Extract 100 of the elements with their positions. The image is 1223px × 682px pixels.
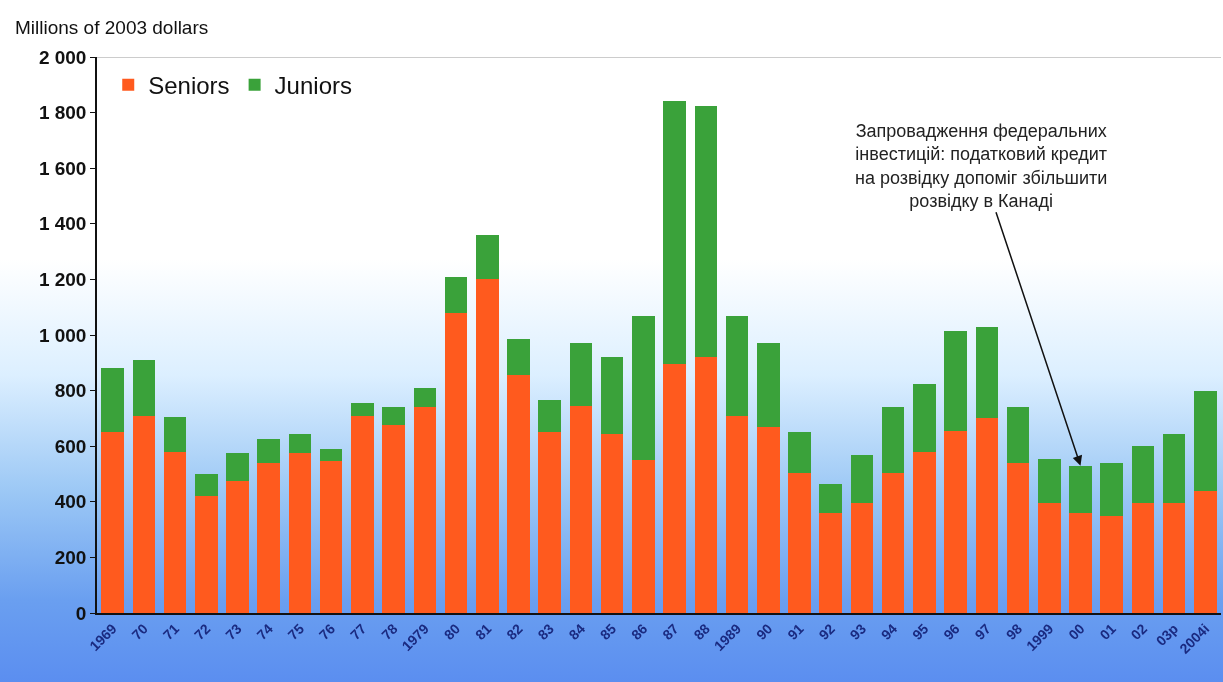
bar — [288, 453, 312, 613]
bar — [382, 425, 405, 613]
bar — [881, 472, 905, 613]
annotation: Запровадження федеральних інвестицій: податковий кредит на розвідку допоміг збільшити розвідку в Канаді — [855, 121, 1108, 212]
y-tick-label: 1 800 — [38, 102, 87, 124]
x-tick-label: 02 — [1127, 620, 1151, 643]
bar — [507, 375, 530, 613]
bar — [1194, 490, 1217, 613]
bar — [1069, 512, 1092, 613]
bar — [600, 433, 624, 613]
bar — [538, 432, 561, 613]
bar — [351, 403, 374, 416]
bar — [632, 315, 655, 461]
bar — [569, 343, 593, 406]
bar — [819, 483, 842, 513]
x-tick-label: 70 — [128, 620, 152, 643]
x-tick-label: 93 — [846, 620, 870, 643]
bar — [944, 330, 967, 431]
bar — [1162, 503, 1186, 613]
bar — [1038, 458, 1061, 504]
bar — [257, 462, 280, 613]
x-tick-label: 71 — [159, 620, 183, 643]
x-tick-label: 92 — [815, 620, 838, 643]
bar — [757, 343, 780, 427]
bar — [101, 368, 124, 433]
bar — [444, 312, 468, 613]
bar — [1131, 503, 1155, 613]
y-axis-title: Millions of 2003 dollars — [15, 17, 209, 38]
bar — [819, 512, 842, 613]
bar — [476, 234, 499, 280]
bar — [944, 430, 967, 613]
x-tick-label: 76 — [315, 620, 339, 643]
bar — [788, 472, 811, 613]
y-tick-label: 200 — [54, 547, 87, 569]
bar — [600, 357, 624, 434]
bar — [413, 387, 437, 408]
x-tick-label: 96 — [940, 620, 963, 643]
x-tick-label: 81 — [472, 620, 495, 643]
bar — [569, 405, 593, 613]
x-tick-label: 80 — [440, 620, 464, 643]
bar — [881, 407, 905, 473]
bar — [413, 407, 437, 613]
x-tick-label: 75 — [284, 620, 308, 643]
x-tick-label: 74 — [253, 620, 276, 643]
bar — [226, 480, 249, 613]
x-tick-label: 82 — [503, 620, 526, 643]
x-tick-label: 91 — [784, 620, 807, 643]
bar — [476, 279, 499, 613]
x-tick-label: 01 — [1096, 620, 1119, 643]
bar — [663, 101, 686, 365]
bar — [632, 460, 655, 613]
y-tick-label: 1 000 — [38, 324, 87, 346]
bar — [694, 357, 718, 613]
bar — [382, 407, 405, 426]
bar — [725, 415, 749, 613]
bar — [538, 400, 561, 433]
bar — [850, 454, 874, 504]
bar — [195, 496, 218, 613]
bar — [975, 418, 999, 613]
bar — [663, 364, 686, 613]
bar — [351, 415, 374, 613]
bar — [132, 360, 156, 416]
y-tick-label: 1 600 — [38, 157, 87, 179]
bar — [163, 417, 187, 452]
x-tick-label: 85 — [596, 620, 620, 643]
bar — [757, 426, 780, 613]
x-tick-label: 95 — [909, 620, 932, 643]
y-tick-label: 800 — [54, 380, 87, 402]
x-tick-label: 94 — [877, 620, 901, 643]
bar — [257, 439, 280, 463]
y-tick-label: 400 — [54, 491, 87, 513]
bar — [913, 451, 936, 613]
x-tick-label: 86 — [628, 620, 651, 643]
y-tick-label: 600 — [54, 435, 87, 457]
bar — [226, 453, 249, 481]
x-tick-label: 77 — [347, 620, 370, 643]
bar — [507, 339, 530, 376]
x-tick-label: 87 — [659, 620, 682, 643]
legend-label: Seniors — [148, 72, 230, 100]
bar — [788, 432, 811, 473]
bar — [195, 474, 218, 497]
x-tick-label: 83 — [534, 620, 557, 643]
x-tick-label: 00 — [1065, 620, 1088, 643]
bar — [1162, 433, 1186, 504]
bar — [319, 461, 343, 613]
bar — [1100, 462, 1123, 516]
bar — [1006, 462, 1030, 613]
y-tick-label: 1 400 — [38, 213, 87, 235]
bar — [101, 432, 124, 613]
bar — [975, 326, 999, 419]
bar — [694, 105, 718, 358]
x-tick-label: 90 — [753, 620, 776, 643]
x-tick-label: 72 — [191, 620, 214, 643]
x-tick-label: 88 — [690, 620, 714, 643]
bar — [1131, 446, 1155, 504]
x-tick-label: 97 — [971, 620, 995, 643]
bar — [1038, 503, 1061, 613]
legend-label: Juniors — [274, 72, 352, 100]
x-tick-label: 98 — [1002, 620, 1026, 643]
bar — [725, 315, 749, 416]
